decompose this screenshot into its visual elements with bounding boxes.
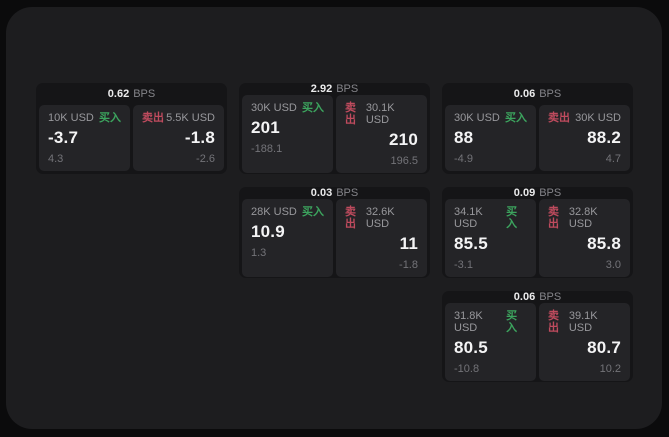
spread-header: 0.03 BPS <box>239 187 430 199</box>
quote-card: 0.06 BPS 30K USD 买入 88 -4.9 卖出 30K USD <box>442 83 633 174</box>
sell-price: -1.8 <box>184 128 215 147</box>
sell-label: 卖出 <box>548 112 570 124</box>
sell-notional: 32.6K USD <box>365 206 395 230</box>
spread-header: 0.06 BPS <box>442 291 633 303</box>
spread-unit: BPS <box>539 187 562 199</box>
quote-card: 0.62 BPS 10K USD 买入 -3.7 4.3 卖出 5.5K USD <box>36 83 227 174</box>
buy-panel[interactable]: 30K USD 买入 201 -188.1 <box>242 95 333 173</box>
quote-body: 28K USD 买入 10.9 1.3 卖出 32.6K USD 11 -1.8 <box>239 199 430 280</box>
sell-label: 卖出 <box>548 310 559 334</box>
buy-label: 买入 <box>99 112 121 124</box>
sell-notional: 30.1K USD <box>365 102 395 126</box>
buy-notional: 34.1K USD <box>454 206 483 230</box>
buy-delta: 4.3 <box>48 153 64 165</box>
sell-panel[interactable]: 卖出 32.6K USD 11 -1.8 <box>336 199 427 277</box>
buy-price: -3.7 <box>48 128 79 147</box>
spread-header: 0.09 BPS <box>442 187 633 199</box>
sell-notional: 5.5K USD <box>166 112 215 124</box>
buy-label: 买入 <box>505 112 527 124</box>
sell-label: 卖出 <box>345 102 356 126</box>
buy-price: 10.9 <box>251 222 285 241</box>
buy-price: 201 <box>251 118 280 137</box>
quote-card: 2.92 BPS 30K USD 买入 201 -188.1 卖出 30.1K … <box>239 83 430 174</box>
sell-delta: 3.0 <box>605 259 621 271</box>
sell-delta: -1.8 <box>399 259 418 271</box>
sell-price: 88.2 <box>587 128 621 147</box>
sell-price: 210 <box>389 130 418 149</box>
buy-notional: 28K USD <box>251 206 297 218</box>
sell-notional: 32.8K USD <box>568 206 598 230</box>
sell-delta: 4.7 <box>605 153 621 165</box>
quote-body: 30K USD 买入 88 -4.9 卖出 30K USD 88.2 4.7 <box>442 105 633 174</box>
buy-panel[interactable]: 31.8K USD 买入 80.5 -10.8 <box>445 303 536 381</box>
sell-delta: -2.6 <box>196 153 215 165</box>
buy-panel[interactable]: 10K USD 买入 -3.7 4.3 <box>39 105 130 171</box>
sell-notional: 39.1K USD <box>568 310 598 334</box>
sell-notional: 30K USD <box>575 112 621 124</box>
spread-unit: BPS <box>336 83 359 95</box>
spread-header: 2.92 BPS <box>239 83 430 95</box>
buy-notional: 30K USD <box>251 102 297 114</box>
sell-panel[interactable]: 卖出 30.1K USD 210 196.5 <box>336 95 427 173</box>
sell-price: 11 <box>399 234 418 253</box>
buy-delta: -3.1 <box>454 259 473 271</box>
spread-header: 0.62 BPS <box>36 83 227 105</box>
sell-panel[interactable]: 卖出 5.5K USD -1.8 -2.6 <box>133 105 224 171</box>
quote-card: 0.09 BPS 34.1K USD 买入 85.5 -3.1 卖出 32.8K… <box>442 187 633 278</box>
buy-price: 80.5 <box>454 338 488 357</box>
buy-price: 85.5 <box>454 234 488 253</box>
spread-value: 0.09 <box>513 187 536 199</box>
buy-delta: -10.8 <box>454 363 480 375</box>
sell-label: 卖出 <box>142 112 164 124</box>
spread-value: 0.06 <box>513 291 536 303</box>
buy-price: 88 <box>454 128 474 147</box>
spread-unit: BPS <box>539 291 562 303</box>
buy-panel[interactable]: 28K USD 买入 10.9 1.3 <box>242 199 333 277</box>
sell-panel[interactable]: 卖出 39.1K USD 80.7 10.2 <box>539 303 630 381</box>
spread-value: 0.62 <box>107 88 130 100</box>
buy-panel[interactable]: 30K USD 买入 88 -4.9 <box>445 105 536 171</box>
sell-panel[interactable]: 卖出 32.8K USD 85.8 3.0 <box>539 199 630 277</box>
quote-body: 10K USD 买入 -3.7 4.3 卖出 5.5K USD -1.8 -2.… <box>36 105 227 174</box>
spread-unit: BPS <box>133 88 156 100</box>
sell-label: 卖出 <box>345 206 356 230</box>
buy-label: 买入 <box>302 206 324 218</box>
app-window: 0.62 BPS 10K USD 买入 -3.7 4.3 卖出 5.5K USD <box>6 7 662 429</box>
buy-delta: -4.9 <box>454 153 473 165</box>
quote-body: 31.8K USD 买入 80.5 -10.8 卖出 39.1K USD 80.… <box>442 303 633 384</box>
spread-value: 0.03 <box>310 187 333 199</box>
buy-delta: 1.3 <box>251 247 267 259</box>
quote-body: 30K USD 买入 201 -188.1 卖出 30.1K USD 210 1… <box>239 95 430 176</box>
sell-price: 80.7 <box>587 338 621 357</box>
quote-card: 0.03 BPS 28K USD 买入 10.9 1.3 卖出 32.6K US… <box>239 187 430 278</box>
spread-value: 0.06 <box>513 88 536 100</box>
sell-label: 卖出 <box>548 206 559 230</box>
buy-panel[interactable]: 34.1K USD 买入 85.5 -3.1 <box>445 199 536 277</box>
spread-header: 0.06 BPS <box>442 83 633 105</box>
buy-notional: 10K USD <box>48 112 94 124</box>
buy-label: 买入 <box>302 102 324 114</box>
buy-label: 买入 <box>506 206 518 230</box>
quote-body: 34.1K USD 买入 85.5 -3.1 卖出 32.8K USD 85.8… <box>442 199 633 280</box>
spread-unit: BPS <box>336 187 359 199</box>
buy-notional: 30K USD <box>454 112 500 124</box>
buy-notional: 31.8K USD <box>454 310 483 334</box>
spread-value: 2.92 <box>310 83 333 95</box>
sell-panel[interactable]: 卖出 30K USD 88.2 4.7 <box>539 105 630 171</box>
sell-delta: 196.5 <box>390 155 418 167</box>
quote-card: 0.06 BPS 31.8K USD 买入 80.5 -10.8 卖出 39.1… <box>442 291 633 382</box>
buy-label: 买入 <box>506 310 518 334</box>
quote-grid: 0.62 BPS 10K USD 买入 -3.7 4.3 卖出 5.5K USD <box>36 83 633 382</box>
sell-delta: 10.2 <box>599 363 621 375</box>
spread-unit: BPS <box>539 88 562 100</box>
buy-delta: -188.1 <box>251 143 283 155</box>
sell-price: 85.8 <box>587 234 621 253</box>
